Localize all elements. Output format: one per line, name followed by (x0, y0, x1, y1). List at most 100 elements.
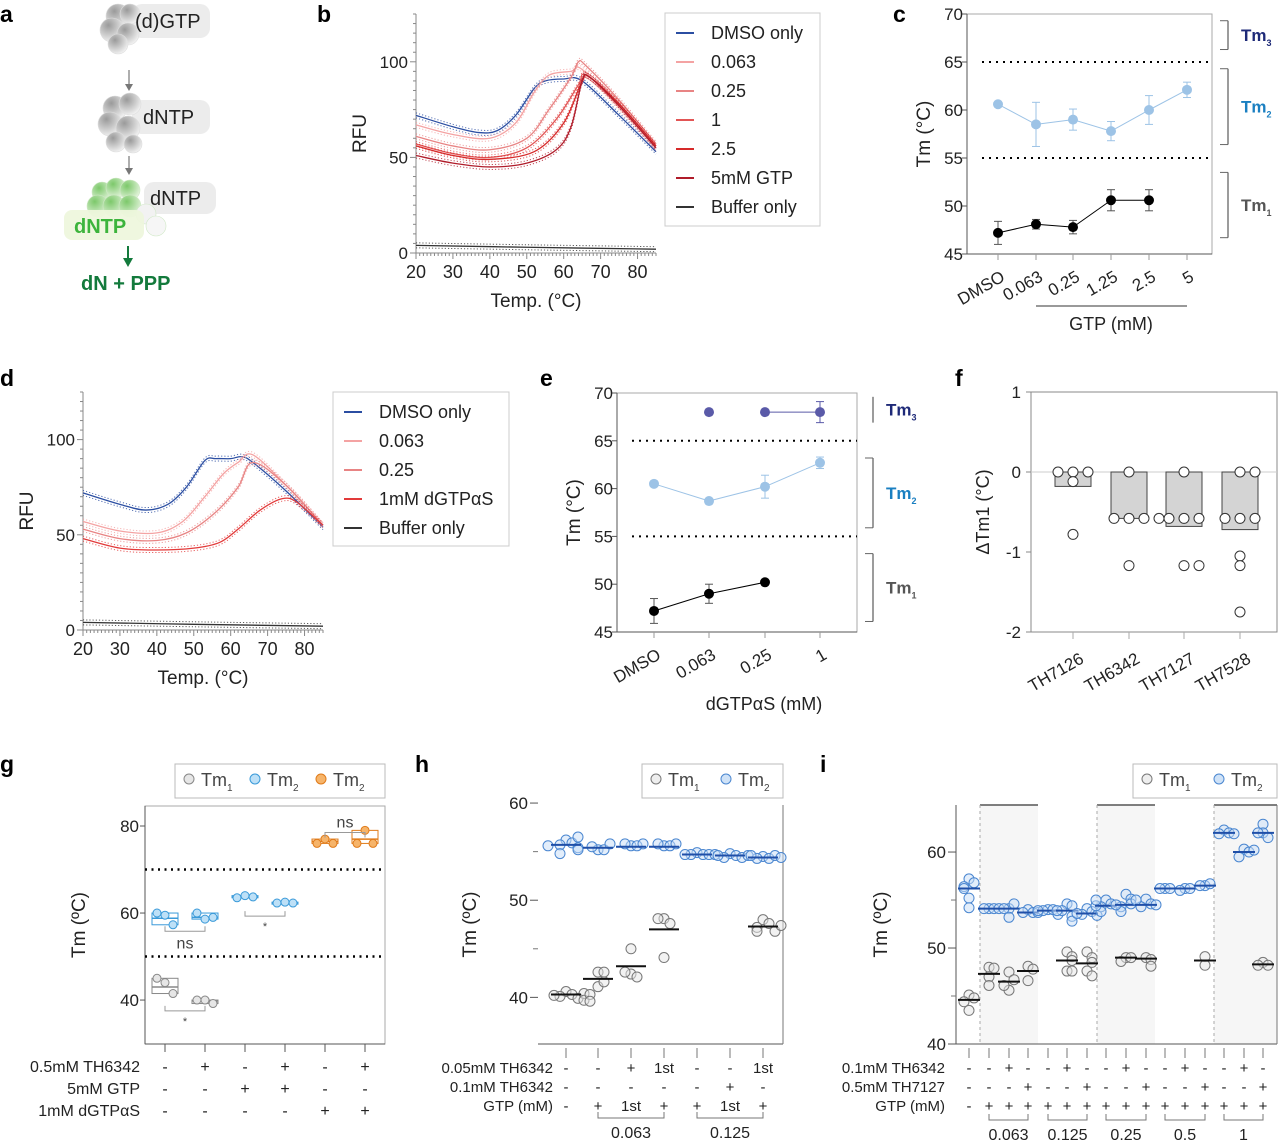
data-point (1008, 974, 1020, 986)
panel-label-c: c (893, 1, 906, 27)
significance-label: ns (177, 935, 194, 952)
data-point (1249, 466, 1261, 478)
data-point (248, 892, 258, 902)
data-point (760, 407, 770, 418)
x-tick-label: 80 (628, 262, 648, 282)
x-tick-label: 0.063 (1000, 267, 1046, 305)
series-line-6 (415, 244, 657, 250)
label-subscript: 2 (1257, 783, 1263, 794)
data-point (1174, 884, 1186, 896)
label-text: Tm (1241, 196, 1267, 215)
label-subscript: 2 (359, 783, 365, 794)
condition-value: + (280, 1081, 289, 1098)
panel-e-chart: 45 50 55 60 65 70 DMSO 0.063 0.25 1 dGTPαS (mM) Tm … (564, 384, 917, 714)
condition-value: + (660, 1098, 669, 1115)
condition-value: - (1242, 1079, 1247, 1096)
data-point (1199, 959, 1211, 971)
x-tick-label: 5 (1179, 267, 1197, 288)
data-point (1204, 878, 1216, 890)
y-axis-label: RFU (17, 491, 38, 530)
data-point (1262, 832, 1274, 844)
series-replicate-line (415, 242, 657, 248)
condition-value: - (564, 1060, 569, 1077)
significance-bracket (164, 1005, 206, 1012)
legend-marker (1213, 773, 1225, 785)
data-point (1090, 894, 1102, 906)
group-label: 0.125 (1047, 1127, 1087, 1142)
condition-value: - (761, 1079, 766, 1096)
label-subscript: 2 (293, 783, 299, 794)
condition-value: - (1085, 1060, 1090, 1077)
condition-value: - (322, 1081, 327, 1098)
legend-box (641, 763, 784, 799)
condition-value: 1st (753, 1060, 774, 1077)
y-tick-label: 100 (47, 431, 75, 450)
legend-marker (249, 773, 261, 785)
condition-value: + (594, 1098, 603, 1115)
condition-value: 1st (654, 1060, 675, 1077)
x-tick-label: 1.25 (1083, 267, 1121, 300)
x-tick-label: 0.063 (673, 645, 719, 683)
legend-item-label: Tm1 (668, 770, 700, 794)
condition-label: 1mM dGTPαS (38, 1103, 140, 1120)
data-point (760, 577, 770, 588)
panel-a-diagram: (d)GTP dNTP dNTP dNTP dN + PPP (64, 3, 216, 295)
data-point (1193, 512, 1205, 524)
x-axis-label: Temp. (°C) (158, 668, 249, 689)
data-point (192, 995, 202, 1005)
series-replicate-line (415, 69, 657, 151)
data-point (598, 966, 610, 978)
series-replicate-line (82, 495, 324, 549)
series-replicate-line (415, 71, 657, 158)
series-line-2 (415, 59, 657, 151)
y-tick-label: 45 (594, 623, 613, 642)
series-replicate-line (415, 76, 657, 161)
x-tick-label: 20 (406, 262, 426, 282)
label-subscript: 1 (1185, 783, 1191, 794)
group-bracket (597, 1112, 665, 1119)
legend: Tm1 Tm2 (1132, 763, 1278, 799)
condition-value: - (162, 1081, 167, 1098)
condition-value: + (1161, 1098, 1170, 1115)
label-text: Tm (1159, 770, 1185, 790)
x-axis-label: dGTPαS (mM) (706, 694, 822, 714)
arrow-down-icon (125, 84, 133, 91)
x-tick-label: TH7126 (1025, 649, 1087, 696)
data-point (1163, 512, 1175, 524)
series-segment (1072, 119, 1112, 132)
series-replicate-line (415, 76, 657, 170)
data-point (192, 908, 202, 918)
series-segment (1035, 223, 1074, 228)
condition-label: 5mM GTP (67, 1081, 140, 1098)
legend-item-label: Buffer only (379, 518, 465, 538)
condition-value: + (280, 1059, 289, 1076)
data-point (983, 979, 995, 991)
condition-value: - (282, 1103, 287, 1120)
condition-value: + (240, 1081, 249, 1098)
condition-value: + (1063, 1060, 1072, 1077)
data-point (815, 407, 825, 418)
condition-value: - (1163, 1079, 1168, 1096)
data-point (208, 912, 218, 922)
legend-box (174, 763, 386, 799)
condition-value: + (1122, 1098, 1131, 1115)
data-point (1233, 851, 1245, 863)
data-point (232, 893, 242, 903)
condition-value: + (1083, 1079, 1092, 1096)
condition-value: - (728, 1060, 733, 1077)
condition-value: + (360, 1059, 369, 1076)
series-segment (653, 593, 710, 612)
group-label: 0.063 (611, 1125, 651, 1142)
data-point (1182, 84, 1192, 95)
condition-value: - (967, 1079, 972, 1096)
data-point (963, 902, 975, 914)
data-point (1066, 915, 1078, 927)
y-tick-label: 80 (120, 817, 139, 836)
data-point (1130, 894, 1142, 906)
legend-item-label: 0.25 (711, 81, 746, 101)
data-point (604, 838, 616, 850)
label-subscript: 1 (227, 783, 233, 794)
condition-value: - (242, 1059, 247, 1076)
